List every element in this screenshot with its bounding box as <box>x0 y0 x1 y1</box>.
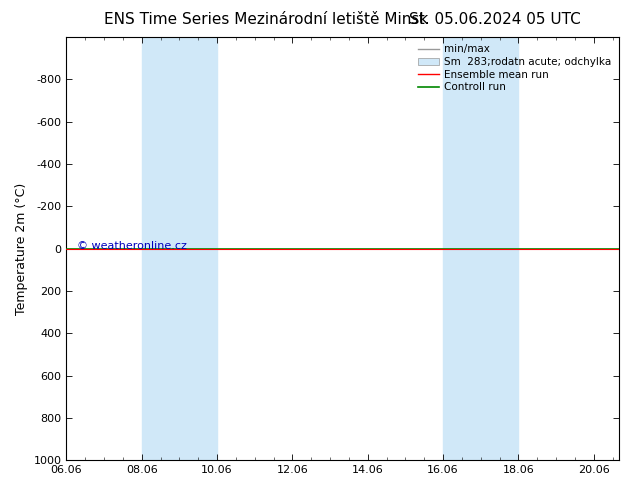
Legend: min/max, Sm  283;rodatn acute; odchylka, Ensemble mean run, Controll run: min/max, Sm 283;rodatn acute; odchylka, … <box>417 42 614 94</box>
Text: ENS Time Series Mezinárodní letiště Minsk: ENS Time Series Mezinárodní letiště Mins… <box>104 12 429 27</box>
Y-axis label: Temperature 2m (°C): Temperature 2m (°C) <box>15 182 28 315</box>
Bar <box>142 37 217 460</box>
Bar <box>443 37 519 460</box>
Text: St. 05.06.2024 05 UTC: St. 05.06.2024 05 UTC <box>409 12 580 27</box>
Text: © weatheronline.cz: © weatheronline.cz <box>77 241 187 251</box>
